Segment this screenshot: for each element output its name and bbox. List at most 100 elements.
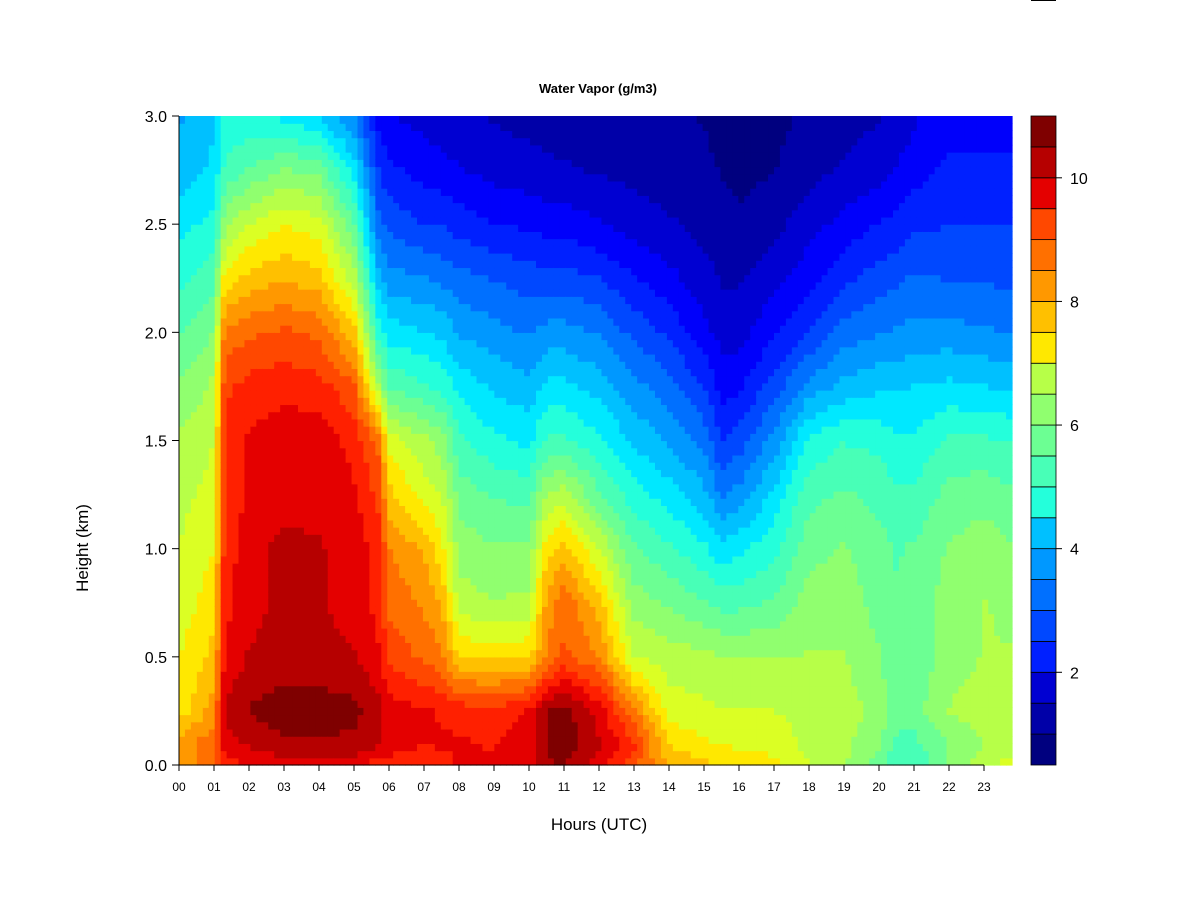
heatmap-cell [250, 656, 257, 665]
heatmap-cell [399, 116, 406, 124]
heatmap-cell [280, 757, 287, 766]
heatmap-cell [464, 116, 472, 124]
heatmap-cell [381, 418, 388, 427]
heatmap-cell [315, 159, 323, 168]
heatmap-cell [244, 649, 251, 658]
heatmap-cell [202, 433, 210, 442]
heatmap-cell [220, 454, 228, 463]
heatmap-cell [482, 180, 489, 189]
heatmap-cell [452, 152, 460, 160]
heatmap-cell [202, 173, 210, 182]
heatmap-cell [190, 635, 198, 644]
heatmap-cell [196, 238, 204, 247]
heatmap-cell [190, 238, 198, 247]
heatmap-cell [446, 361, 454, 369]
heatmap-cell [440, 137, 448, 146]
heatmap-cell [244, 591, 251, 600]
heatmap-cell [417, 224, 424, 232]
heatmap-cell [220, 635, 228, 644]
heatmap-cell [208, 152, 216, 160]
heatmap-cell [452, 736, 460, 744]
heatmap-cell [440, 447, 448, 456]
heatmap-cell [458, 721, 466, 730]
heatmap-cell [232, 404, 240, 413]
heatmap-cell [393, 260, 400, 269]
heatmap-cell [345, 685, 353, 694]
heatmap-cell [345, 260, 353, 269]
heatmap-cell [482, 736, 489, 744]
heatmap-cell [268, 368, 275, 377]
heatmap-cell [333, 296, 341, 305]
heatmap-cell [458, 591, 466, 600]
heatmap-cell [434, 303, 442, 312]
heatmap-cell [428, 303, 436, 312]
heatmap-cell [190, 303, 198, 312]
heatmap-cell [179, 368, 186, 377]
heatmap-cell [375, 736, 382, 744]
heatmap-cell [482, 245, 489, 254]
heatmap-cell [298, 692, 305, 701]
heatmap-cell [327, 476, 335, 485]
heatmap-cell [268, 123, 275, 132]
heatmap-cell [303, 216, 311, 225]
heatmap-cell [470, 692, 478, 701]
heatmap-cell [357, 310, 365, 319]
heatmap-cell [476, 209, 484, 218]
heatmap-cell [482, 260, 489, 269]
heatmap-cell [232, 555, 240, 564]
heatmap-cell [476, 664, 484, 672]
heatmap-cell [440, 353, 448, 362]
heatmap-cell [339, 202, 347, 211]
heatmap-cell [387, 368, 394, 377]
heatmap-cell [274, 375, 281, 384]
heatmap-cell [482, 692, 489, 701]
heatmap-cell [196, 570, 204, 579]
heatmap-cell [226, 656, 234, 665]
heatmap-cell [232, 375, 240, 384]
heatmap-cell [262, 613, 269, 622]
heatmap-cell [226, 245, 234, 254]
heatmap-cell [351, 541, 359, 550]
heatmap-cell [500, 245, 507, 254]
heatmap-cell [363, 195, 370, 204]
heatmap-cell [381, 397, 388, 406]
heatmap-cell [399, 231, 406, 240]
heatmap-cell [256, 310, 263, 319]
heatmap-cell [184, 519, 192, 528]
heatmap-cell [250, 216, 257, 225]
heatmap-cell [292, 519, 299, 528]
heatmap-cell [476, 627, 484, 636]
heatmap-cell [417, 678, 424, 687]
heatmap-cell [393, 483, 400, 492]
heatmap-cell [268, 245, 275, 254]
heatmap-cell [208, 188, 216, 196]
heatmap-cell [214, 512, 222, 521]
heatmap-cell [369, 664, 376, 672]
heatmap-cell [399, 498, 406, 506]
heatmap-cell [280, 152, 287, 160]
heatmap-cell [327, 123, 335, 132]
heatmap-cell [274, 188, 281, 196]
heatmap-cell [351, 195, 359, 204]
heatmap-cell [351, 642, 359, 651]
heatmap-cell [476, 606, 484, 615]
heatmap-cell [494, 245, 501, 254]
heatmap-cell [315, 440, 323, 449]
heatmap-cell [232, 563, 240, 571]
heatmap-cell [256, 642, 263, 651]
heatmap-cell [422, 382, 430, 391]
heatmap-cell [345, 606, 353, 615]
heatmap-cell [506, 692, 513, 701]
heatmap-cell [190, 519, 198, 528]
heatmap-cell [321, 635, 329, 644]
heatmap-cell [226, 231, 234, 240]
heatmap-cell [470, 671, 478, 680]
heatmap-cell [411, 137, 418, 146]
heatmap-cell [321, 267, 329, 276]
heatmap-cell [357, 317, 365, 326]
heatmap-cell [179, 736, 186, 744]
heatmap-cell [458, 310, 466, 319]
heatmap-cell [250, 490, 257, 499]
heatmap-cell [351, 159, 359, 168]
heatmap-cell [315, 281, 323, 290]
